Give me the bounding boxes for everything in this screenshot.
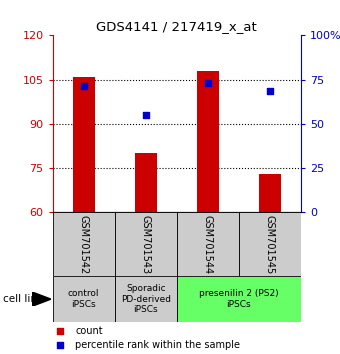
Bar	[177, 276, 301, 322]
Bar	[177, 212, 239, 276]
Bar	[259, 174, 281, 212]
Point	[205, 80, 210, 85]
Bar	[73, 77, 95, 212]
Text: count: count	[75, 326, 103, 336]
Point	[57, 342, 63, 348]
Bar	[115, 276, 177, 322]
Text: control
iPSCs: control iPSCs	[68, 290, 100, 309]
Title: GDS4141 / 217419_x_at: GDS4141 / 217419_x_at	[97, 20, 257, 33]
Text: GSM701543: GSM701543	[141, 215, 151, 274]
Text: cell line: cell line	[3, 294, 44, 304]
Bar	[135, 153, 157, 212]
Text: Sporadic
PD-derived
iPSCs: Sporadic PD-derived iPSCs	[121, 284, 171, 314]
Bar	[239, 212, 301, 276]
Text: GSM701544: GSM701544	[203, 215, 213, 274]
Text: presenilin 2 (PS2)
iPSCs: presenilin 2 (PS2) iPSCs	[199, 290, 279, 309]
Text: GSM701545: GSM701545	[265, 215, 275, 274]
Bar	[197, 71, 219, 212]
Polygon shape	[32, 292, 51, 306]
Point	[57, 328, 63, 334]
Bar	[53, 212, 115, 276]
Point	[267, 88, 273, 94]
Text: percentile rank within the sample: percentile rank within the sample	[75, 340, 240, 350]
Bar	[115, 212, 177, 276]
Bar	[53, 276, 115, 322]
Point	[143, 112, 149, 118]
Point	[81, 83, 86, 88]
Text: GSM701542: GSM701542	[79, 215, 89, 274]
